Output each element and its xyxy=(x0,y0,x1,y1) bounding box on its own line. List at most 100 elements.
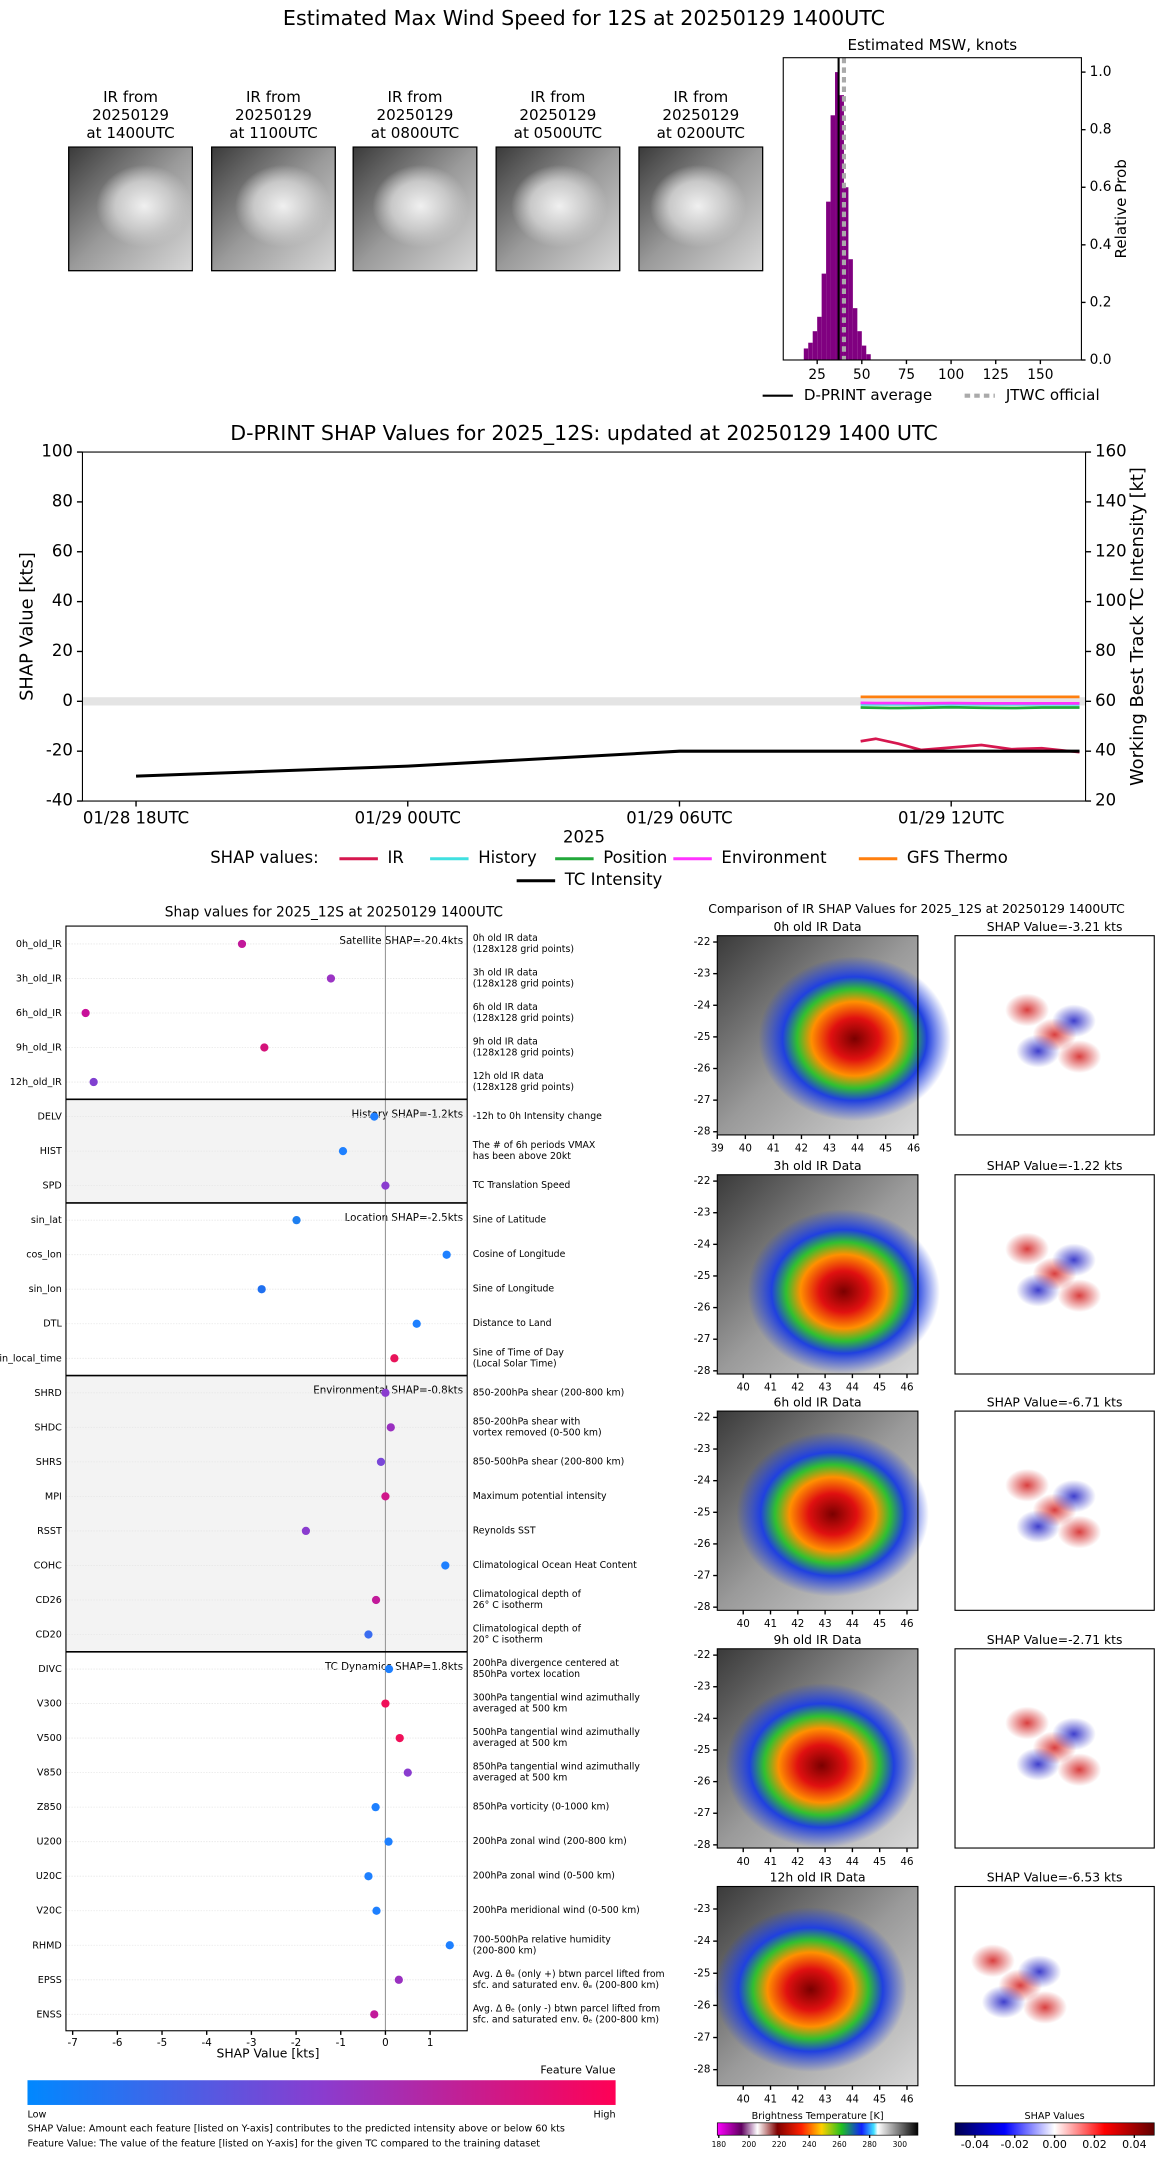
histogram-bar xyxy=(857,331,862,360)
feature-description: averaged at 500 km xyxy=(473,1738,568,1749)
feature-dot xyxy=(381,1388,390,1397)
x-tick-label: 41 xyxy=(767,1143,780,1155)
histogram-bar xyxy=(848,259,853,360)
x-tick-label: 50 xyxy=(853,367,870,383)
histogram-bar xyxy=(852,308,858,360)
ir-caption: IR from xyxy=(673,88,728,106)
x-tick-label: -1 xyxy=(336,2037,346,2049)
feature-description: vortex removed (0-500 km) xyxy=(473,1427,602,1438)
feature-description: TC Translation Speed xyxy=(472,1180,571,1191)
figure-title: Estimated Max Wind Speed for 12S at 2025… xyxy=(283,6,885,30)
y-tick-label: 20 xyxy=(52,641,73,660)
plot-frame xyxy=(81,451,1087,802)
feature-name: SHRS xyxy=(36,1457,62,1468)
feature-dot xyxy=(260,1043,269,1052)
feature-description: (200-800 km) xyxy=(473,1945,537,1956)
legend-label: TC Intensity xyxy=(564,870,663,889)
feature-description: 9h old IR data xyxy=(473,1037,538,1048)
legend-label: History xyxy=(478,848,537,867)
colorbar-tick-label: -0.02 xyxy=(1001,2138,1029,2151)
shap-panel-title: SHAP Value=-2.71 kts xyxy=(987,1633,1123,1647)
x-tick-label: 41 xyxy=(764,2093,777,2105)
feature-description: 850hPa tangential wind azimuthally xyxy=(473,1762,641,1773)
ir-caption: 20250129 xyxy=(92,106,169,124)
shap-blob xyxy=(1057,1040,1102,1074)
shap-blob xyxy=(981,1985,1026,2019)
feature-name: 9h_old_IR xyxy=(16,1043,62,1054)
chart-title: Shap values for 2025_12S at 20250129 140… xyxy=(165,904,503,920)
x-tick-label: 44 xyxy=(846,1382,859,1394)
x-tick-label: 45 xyxy=(879,1143,892,1155)
feature-dot xyxy=(364,1630,373,1639)
feature-description: Avg. Δ θₑ (only -) btwn parcel lifted fr… xyxy=(473,2003,661,2014)
feature-description: 200hPa divergence centered at xyxy=(473,1658,620,1669)
ir-frame xyxy=(495,146,621,272)
feature-dot xyxy=(89,1077,98,1087)
feature-description: (128x128 grid points) xyxy=(473,978,574,989)
x-tick-label: 42 xyxy=(791,2093,804,2105)
legend-label: Position xyxy=(603,848,667,867)
feature-description: Avg. Δ θₑ (only +) btwn parcel lifted fr… xyxy=(473,1969,665,1980)
x-tick-label: 125 xyxy=(983,367,1009,383)
ir-panel-title: 3h old IR Data xyxy=(774,1159,862,1173)
ir-frame xyxy=(68,146,193,272)
y2-tick-label: 160 xyxy=(1095,442,1126,461)
feature-description: Climatological Ocean Heat Content xyxy=(473,1560,637,1571)
y2-tick-label: 140 xyxy=(1095,491,1126,510)
chart-title: D-PRINT SHAP Values for 2025_12S: update… xyxy=(230,421,938,446)
group-label: TC Dynamics SHAP=1.8kts xyxy=(324,1661,463,1673)
series-line xyxy=(860,705,1080,710)
x-tick-label: 46 xyxy=(900,1618,913,1630)
feature-name: 3h_old_IR xyxy=(16,973,62,984)
x-tick-label: 46 xyxy=(907,1143,920,1155)
feature-description: 6h old IR data xyxy=(473,1002,538,1013)
feature-description: averaged at 500 km xyxy=(473,1773,568,1784)
x-tick-label: 44 xyxy=(846,1856,859,1868)
zero-band xyxy=(82,697,1086,706)
shap-blob xyxy=(1057,1515,1102,1549)
shap-image xyxy=(954,1885,1155,2087)
feature-name: V850 xyxy=(37,1768,62,1779)
shap-panel-title: SHAP Value=-6.71 kts xyxy=(987,1395,1123,1409)
feature-description: 200hPa zonal wind (200-800 km) xyxy=(473,1836,627,1847)
y-tick-label: -26 xyxy=(694,1063,711,1075)
y-tick-label: -26 xyxy=(694,1776,711,1788)
group-label: Location SHAP=-2.5kts xyxy=(345,1212,463,1224)
ir-cloud xyxy=(234,164,332,248)
feature-name: EPSS xyxy=(38,1975,62,1986)
x-tick-label: 41 xyxy=(764,1856,777,1868)
feature-name: RHMD xyxy=(32,1940,62,1951)
feature-description: 850-200hPa shear (200-800 km) xyxy=(473,1387,625,1398)
ir-cloud xyxy=(96,164,193,248)
shap-blob xyxy=(1016,1273,1061,1307)
shap-blob xyxy=(1017,1955,1062,1989)
feature-description: 12h old IR data xyxy=(473,1071,544,1082)
feature-name: U20C xyxy=(36,1871,62,1882)
feature-dot xyxy=(395,1733,404,1743)
feature-dot xyxy=(381,1492,390,1501)
y-tick-label: -22 xyxy=(694,1411,711,1423)
histogram-bar xyxy=(826,201,831,360)
shap-blob xyxy=(1005,993,1050,1027)
feature-description: 300hPa tangential wind azimuthally xyxy=(473,1693,641,1704)
feature-name: SHDC xyxy=(34,1422,62,1433)
feature-description: Climatological depth of xyxy=(473,1624,582,1635)
colorbar-tick-label: -0.04 xyxy=(961,2138,989,2151)
ir-caption: IR from xyxy=(388,88,443,106)
y-tick-label: 0.4 xyxy=(1090,237,1112,253)
footnote: Feature Value: The value of the feature … xyxy=(27,2138,540,2149)
legend-label: Environment xyxy=(721,848,827,867)
feature-name: 12h_old_IR xyxy=(10,1077,62,1088)
feature-dot xyxy=(403,1768,412,1777)
ir-caption: at 0500UTC xyxy=(514,124,602,142)
histogram-bar xyxy=(812,331,818,360)
ir-caption: IR from xyxy=(530,88,585,106)
shap-blob xyxy=(1005,1706,1050,1740)
ir-caption: at 0200UTC xyxy=(657,124,745,142)
ir-storm xyxy=(736,1431,929,1597)
histogram-bar xyxy=(839,95,844,360)
x-tick-label: 44 xyxy=(851,1143,864,1155)
feature-description: averaged at 500 km xyxy=(473,1704,568,1715)
